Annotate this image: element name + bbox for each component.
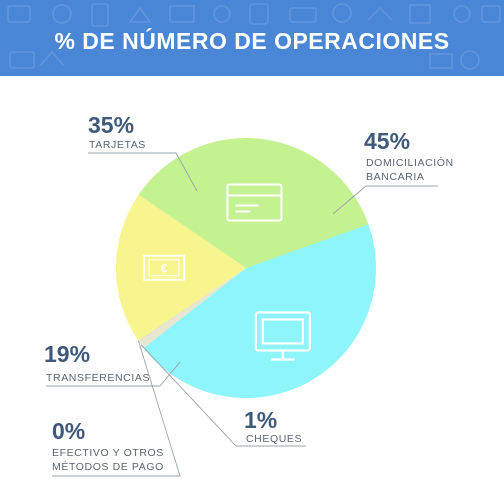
pie-slice-tarjetas: [138, 137, 369, 268]
title-banner: % DE NÚMERO DE OPERACIONES: [0, 0, 504, 76]
tarjetas-category-label: TARJETAS: [89, 139, 146, 151]
transferencias-leader: [46, 361, 181, 387]
domiciliacion-category-label-line1: DOMICILIACIÓN: [366, 157, 454, 169]
efectivo-category-label-line1: EFECTIVO Y OTROS: [52, 447, 164, 459]
transferencias-category-label: TRANSFERENCIAS: [46, 372, 151, 384]
euro-symbol: €: [161, 261, 168, 275]
pie-slice-efectivo: [138, 268, 246, 342]
banner-pattern-icon: [7, 3, 501, 70]
cheques-leader: [140, 344, 306, 447]
efectivo-category-label-line2: MÉTODOS DE PAGO: [52, 461, 164, 473]
credit-card-icon: [226, 183, 283, 222]
cheques-category-label: CHEQUES: [246, 433, 303, 445]
transferencias-value-label: 19%: [44, 341, 91, 367]
monitor-icon: [254, 311, 311, 361]
pie-slice-domiciliacion: [143, 223, 376, 399]
pie-slice-transferencias: [116, 194, 246, 341]
domiciliacion-category-label-line2: BANCARIA: [366, 171, 425, 183]
tarjetas-leader: [88, 152, 198, 192]
efectivo-value-label: 0%: [52, 418, 86, 444]
efectivo-leader: [52, 340, 181, 477]
tarjetas-value-label: 35%: [88, 112, 135, 138]
pie-slice-cheques: [138, 268, 246, 349]
euro-banknote-icon: €: [143, 254, 185, 281]
domiciliacion-leader: [332, 185, 438, 215]
domiciliacion-value-label: 45%: [364, 128, 411, 154]
cheques-value-label: 1%: [244, 407, 278, 433]
page-title: % DE NÚMERO DE OPERACIONES: [54, 28, 450, 54]
